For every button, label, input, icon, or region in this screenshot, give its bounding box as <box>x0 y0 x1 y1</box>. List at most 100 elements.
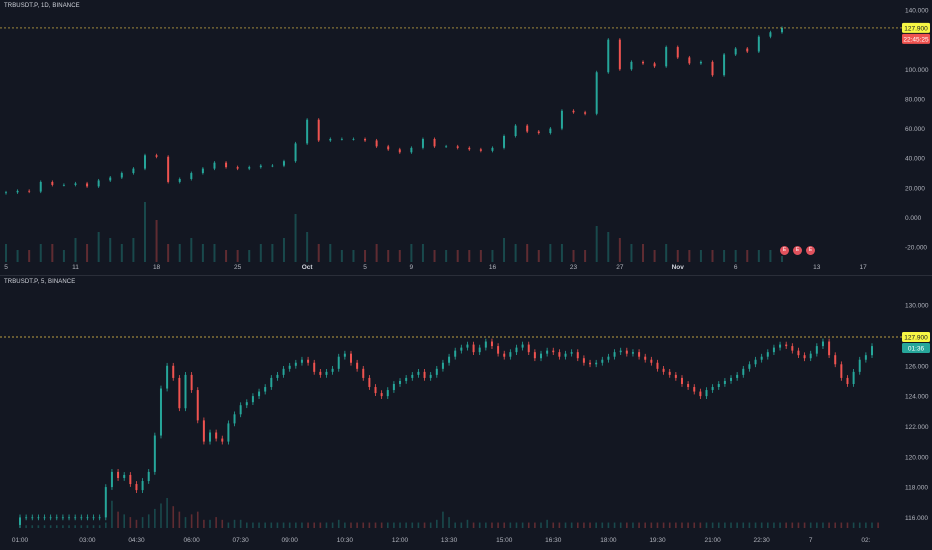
candle-body <box>828 341 831 356</box>
candle-body <box>533 352 536 359</box>
y-tick-label: 130.000 <box>905 303 929 310</box>
candle-body <box>595 362 598 365</box>
earnings-event-icon[interactable]: E <box>780 246 789 255</box>
candle-body <box>537 131 540 134</box>
candle-body <box>736 374 739 378</box>
x-tick-label: 17 <box>859 264 867 271</box>
x-tick-label: 04:30 <box>128 537 145 544</box>
candle-body <box>306 119 309 144</box>
volume-bar <box>295 522 297 528</box>
candle-body <box>410 147 413 153</box>
volume-bar <box>570 522 573 528</box>
volume-bar <box>264 522 266 528</box>
daily-chart-canvas[interactable]: -20.000 0.000 20.000 40.000 60.000 80.000 100.… <box>0 0 932 275</box>
volume-bar <box>816 522 818 528</box>
candle-body <box>665 47 668 67</box>
candle-body <box>55 517 58 519</box>
volume-bar <box>248 250 251 262</box>
volume-bar <box>589 522 591 528</box>
volume-bar <box>258 522 260 528</box>
volume-bar <box>618 238 621 262</box>
candle-body <box>484 341 487 348</box>
volume-bar <box>576 522 579 528</box>
volume-bar <box>472 522 475 528</box>
countdown-value: 22:45:25 <box>903 36 929 43</box>
candle-body <box>797 350 800 356</box>
volume-bar <box>436 519 438 528</box>
volume-bar <box>717 522 720 528</box>
pane-divider[interactable] <box>0 275 932 276</box>
volume-bar <box>92 525 95 528</box>
daily-chart-pane[interactable]: -20.000 0.000 20.000 40.000 60.000 80.000 100.… <box>0 0 932 275</box>
volume-bar <box>630 244 633 262</box>
candle-body <box>97 180 100 187</box>
candle-body <box>98 517 101 519</box>
volume-bar <box>560 244 563 262</box>
volume-bar <box>676 250 679 262</box>
candle-body <box>674 374 677 378</box>
candle-body <box>503 136 506 148</box>
candle-body <box>325 371 328 375</box>
candle-body <box>43 517 46 519</box>
intraday-chart-canvas[interactable]: 116.000 118.000 120.000 122.000 124.000 126.0… <box>0 276 932 550</box>
candle-body <box>723 380 726 384</box>
volume-bar <box>37 525 40 528</box>
candle-body <box>239 405 242 415</box>
volume-bar <box>638 522 640 528</box>
volume-bar <box>259 244 262 262</box>
candle-body <box>387 146 390 150</box>
x-tick-label: 09:00 <box>282 537 299 544</box>
volume-bar <box>656 522 659 528</box>
volume-bar <box>503 522 506 528</box>
candle-body <box>352 138 355 140</box>
volume-bar <box>209 519 211 528</box>
volume-bar <box>572 250 575 262</box>
candle-body <box>472 344 475 353</box>
x-tick-label: 21:00 <box>704 537 721 544</box>
volume-bar <box>215 517 217 528</box>
earnings-event-icon[interactable]: E <box>793 246 802 255</box>
candle-body <box>711 387 714 391</box>
candle-body <box>630 61 633 70</box>
volume-bar <box>117 511 119 528</box>
candle-body <box>399 380 402 384</box>
intraday-chart-pane[interactable]: 116.000 118.000 120.000 122.000 124.000 126.0… <box>0 276 932 550</box>
earnings-event-icon[interactable]: E <box>806 246 815 255</box>
volume-bar <box>564 522 567 528</box>
x-tick-label: 12:00 <box>392 537 409 544</box>
volume-bar <box>350 522 352 528</box>
volume-bar <box>668 522 671 528</box>
candle-body <box>846 377 849 384</box>
candle-body <box>288 365 291 369</box>
x-tick-label: 6 <box>734 264 738 271</box>
candle-body <box>159 388 162 436</box>
candle-body <box>233 414 236 424</box>
candle-body <box>601 359 604 363</box>
candle-body <box>259 165 262 168</box>
candle-body <box>221 438 224 442</box>
candle-body <box>329 138 332 141</box>
candle-body <box>209 432 212 442</box>
volume-bar <box>239 519 242 528</box>
candle-body <box>317 119 320 141</box>
volume-bar <box>711 250 714 262</box>
volume-bar <box>429 522 432 528</box>
volume-bar <box>834 522 837 528</box>
x-tick-label: Oct <box>302 264 314 271</box>
volume-bar <box>595 522 597 528</box>
candle-body <box>711 61 714 76</box>
price-tag <box>902 331 930 342</box>
volume-bar <box>549 244 552 262</box>
candle-body <box>349 353 352 363</box>
volume-bar <box>105 522 107 528</box>
candle-body <box>110 471 113 488</box>
x-tick-label: 06:00 <box>183 537 200 544</box>
event-icons: E E E <box>780 246 815 255</box>
candle-body <box>37 517 40 519</box>
volume-bar <box>306 232 309 262</box>
x-tick-label: 10:30 <box>337 537 354 544</box>
candle-body <box>509 352 512 357</box>
candle-body <box>380 393 383 397</box>
volume-bar <box>405 522 407 528</box>
candle-body <box>515 347 518 353</box>
